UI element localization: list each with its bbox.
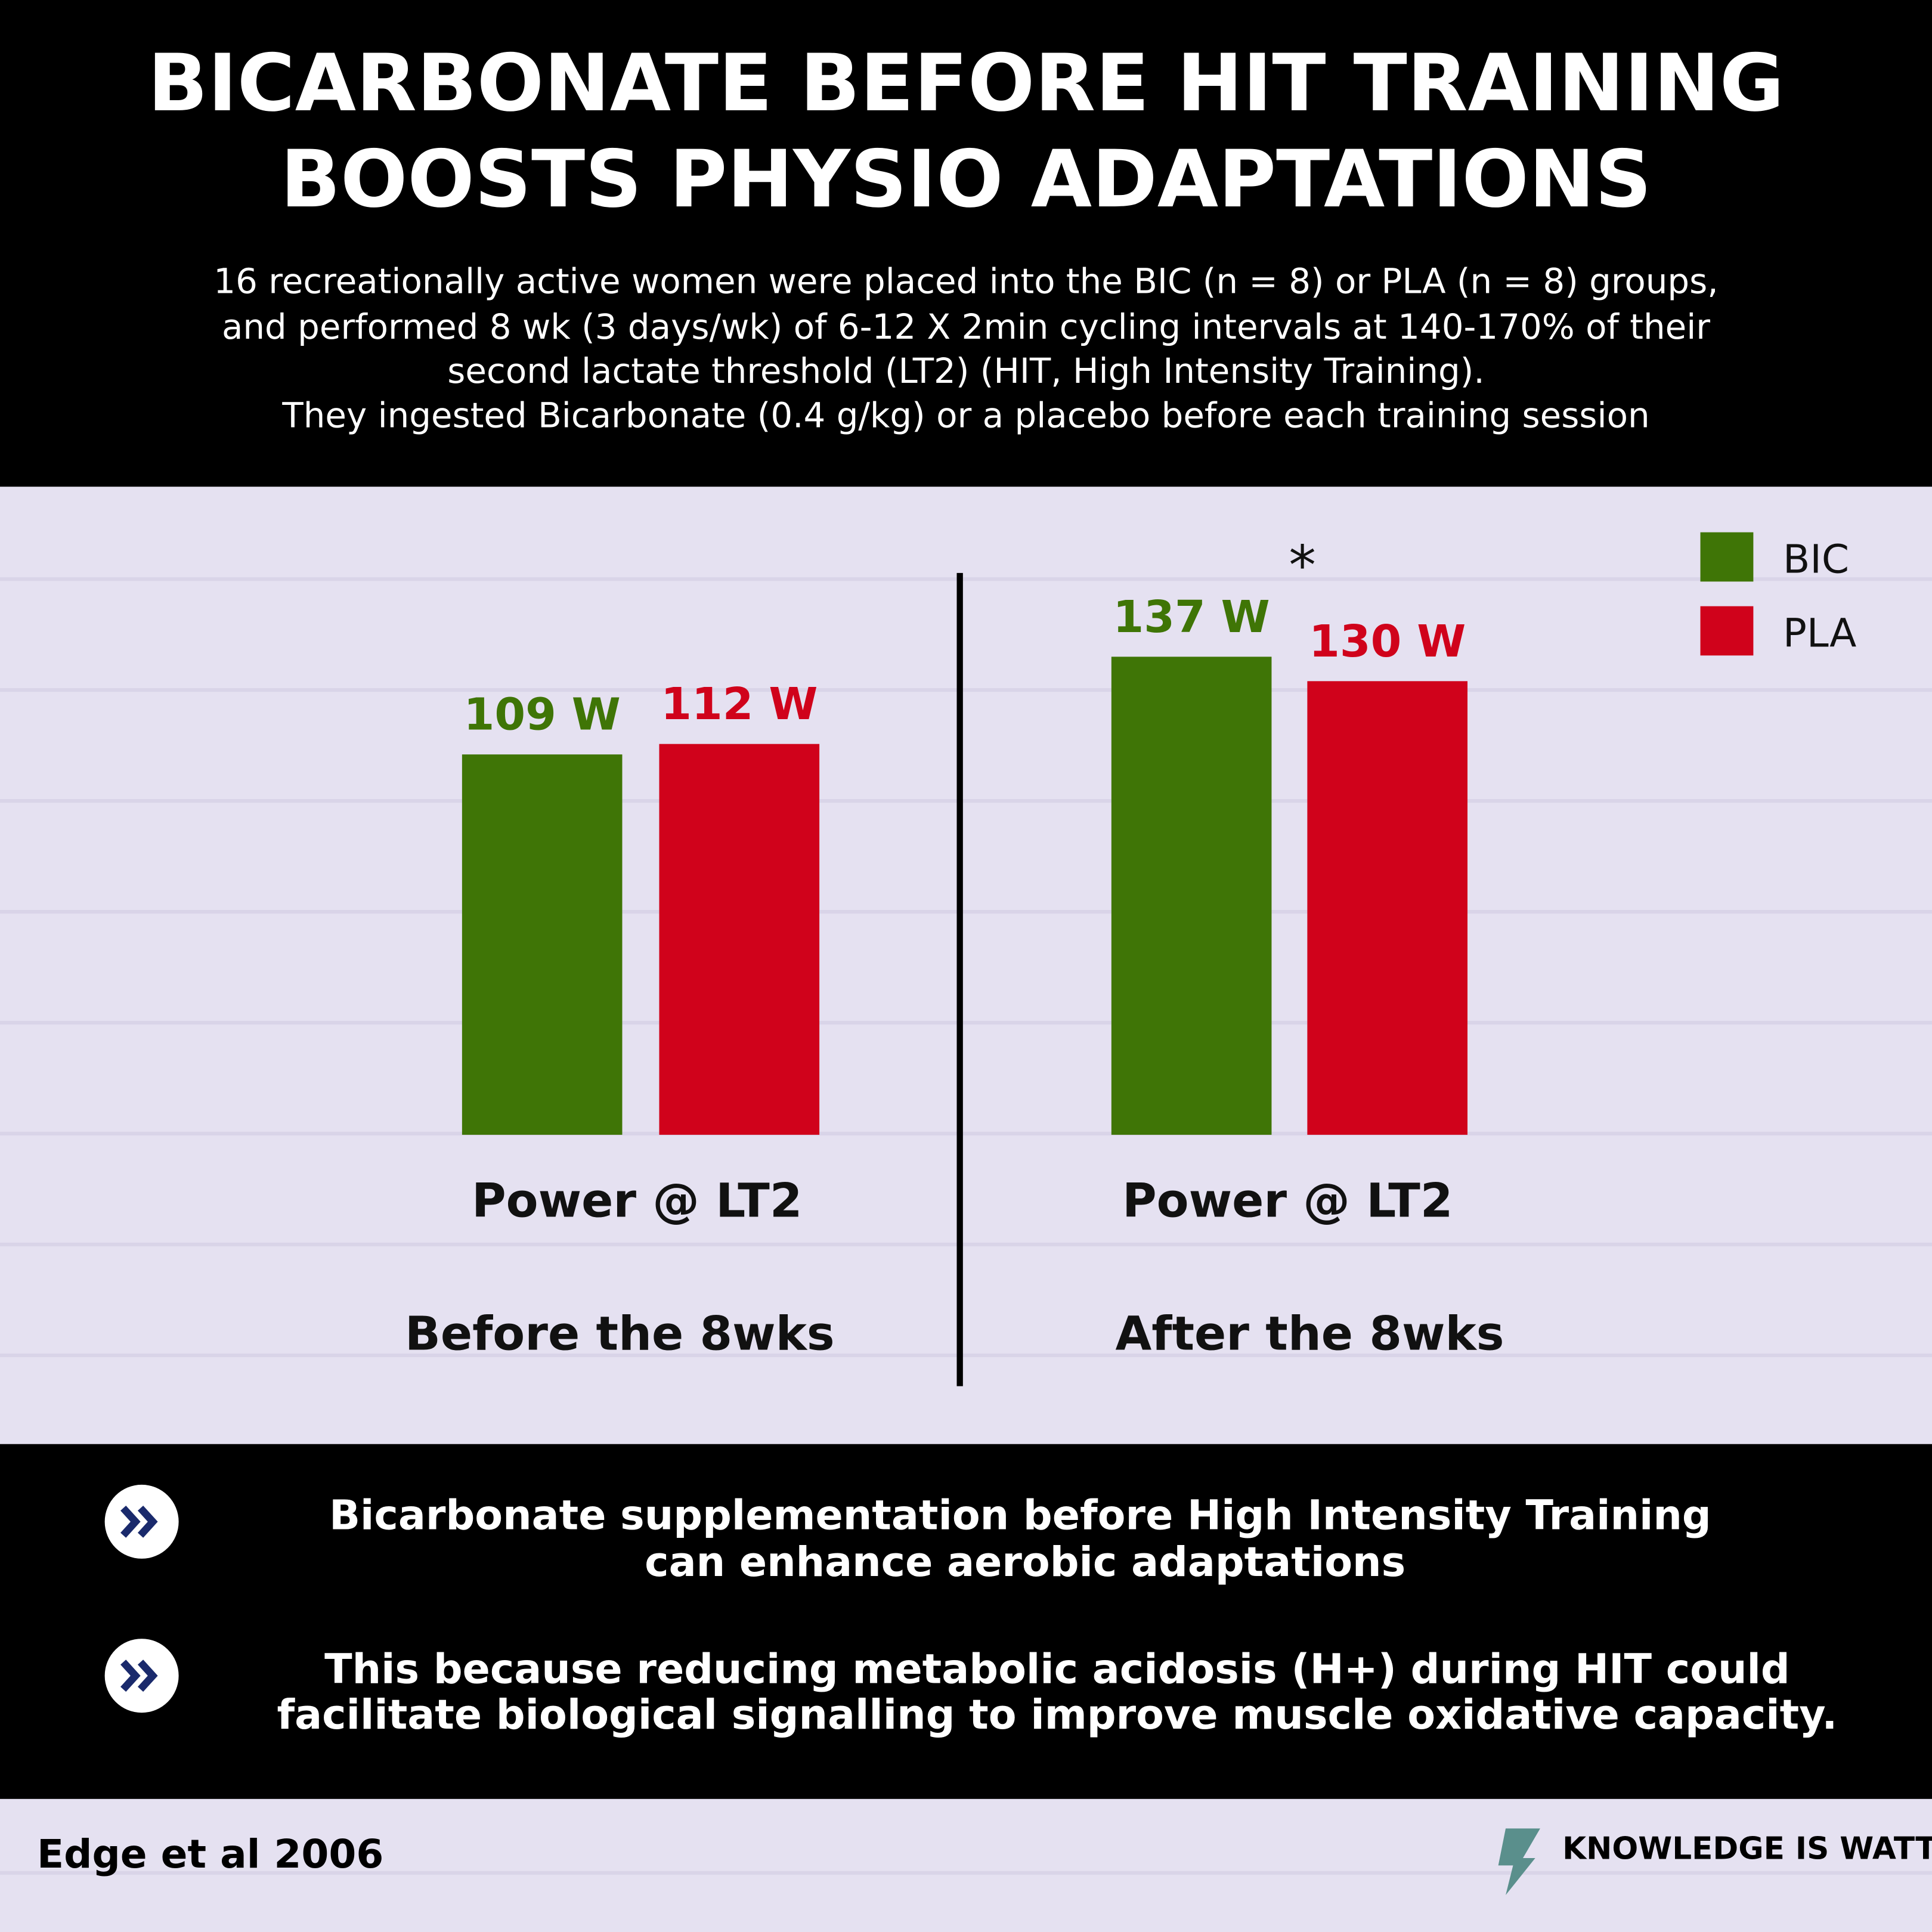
subtitle: second lactate threshold (LT2) (HIT, Hig… <box>447 351 1484 391</box>
legend-label: PLA <box>1783 610 1856 656</box>
bullet-icon <box>104 1639 179 1713</box>
takeaway-text: can enhance aerobic adaptations <box>645 1539 1405 1586</box>
legend-swatch <box>1700 532 1754 582</box>
brick-texture <box>0 577 1932 1875</box>
metric-label: Power @ LT2 <box>472 1173 802 1228</box>
value-label: 109 W <box>464 689 621 741</box>
category-label: Before the 8wks <box>405 1306 835 1361</box>
header-band <box>0 0 1932 487</box>
value-label: 130 W <box>1309 615 1466 667</box>
bar <box>462 754 623 1135</box>
significance-marker: * <box>1289 535 1315 597</box>
takeaway-band <box>0 1444 1932 1799</box>
legend-swatch <box>1700 606 1754 656</box>
metric-label: Power @ LT2 <box>1122 1173 1453 1228</box>
takeaway-text: facilitate biological signalling to impr… <box>277 1692 1838 1739</box>
takeaway-text: Bicarbonate supplementation before High … <box>329 1492 1711 1539</box>
brand-logo <box>1498 1828 1540 1896</box>
chart: 109 W 112 W Power @ LT2 Before the 8wks 137 … <box>405 532 1856 1361</box>
legend-label: BIC <box>1783 536 1849 582</box>
title: BICARBONATE BEFORE HIT TRAINING <box>148 38 1785 129</box>
bar <box>659 744 820 1135</box>
subtitle: and performed 8 wk (3 days/wk) of 6-12 X… <box>222 306 1710 347</box>
subtitle: 16 recreationally active women were plac… <box>213 261 1718 301</box>
bar <box>1307 681 1467 1135</box>
bar <box>1111 657 1272 1135</box>
value-label: 112 W <box>661 678 818 730</box>
brand: KNOWLEDGE IS WATT <box>1562 1831 1932 1867</box>
title: BOOSTS PHYSIO ADAPTATIONS <box>280 134 1652 225</box>
bullet-icon <box>104 1484 179 1559</box>
subtitle: They ingested Bicarbonate (0.4 g/kg) or … <box>281 395 1649 436</box>
category-label: After the 8wks <box>1116 1306 1504 1361</box>
value-label: 137 W <box>1113 591 1270 643</box>
citation: Edge et al 2006 <box>37 1831 383 1877</box>
takeaway-text: This because reducing metabolic acidosis… <box>324 1646 1790 1693</box>
